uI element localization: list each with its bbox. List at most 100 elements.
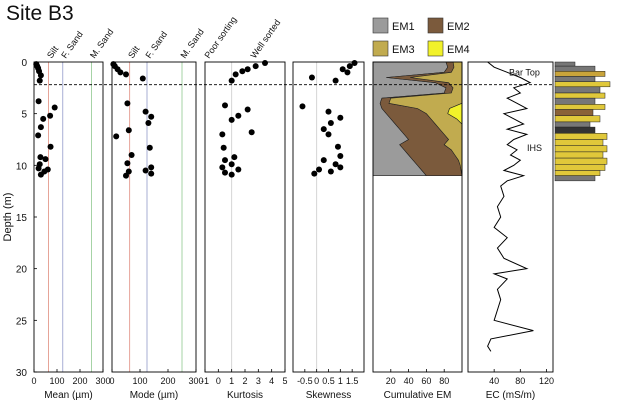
data-point bbox=[228, 77, 235, 84]
x-tick-label: 0 bbox=[31, 376, 36, 386]
legend-swatch bbox=[372, 40, 389, 57]
data-point bbox=[219, 164, 226, 171]
data-point bbox=[334, 143, 341, 150]
data-point bbox=[142, 108, 149, 115]
data-point bbox=[123, 172, 129, 179]
data-point bbox=[47, 112, 54, 119]
sorting-header-label: Poor sorting bbox=[202, 15, 238, 60]
data-point bbox=[113, 133, 120, 140]
data-point bbox=[231, 154, 238, 161]
panel-frame bbox=[111, 61, 197, 373]
x-tick-label: -0.5 bbox=[297, 376, 313, 386]
depth-tick-label: 15 bbox=[16, 213, 28, 224]
data-point bbox=[51, 104, 58, 111]
data-point bbox=[37, 154, 44, 161]
lithology-layer bbox=[554, 126, 596, 134]
panel-frame bbox=[372, 61, 463, 373]
data-point bbox=[35, 132, 42, 139]
lithology-layer bbox=[554, 65, 596, 72]
data-point bbox=[228, 171, 235, 178]
data-point bbox=[123, 71, 129, 78]
data-point bbox=[327, 119, 334, 126]
data-point bbox=[344, 69, 351, 76]
x-tick-label: 2 bbox=[242, 376, 247, 386]
data-point bbox=[222, 102, 228, 109]
reference-line-label: Silt bbox=[45, 44, 61, 60]
legend-swatch bbox=[372, 17, 389, 34]
x-tick-label: 1 bbox=[338, 376, 343, 386]
x-tick-label: 5 bbox=[282, 376, 287, 386]
data-point bbox=[262, 60, 268, 67]
lithology-layer bbox=[554, 133, 608, 140]
data-point bbox=[128, 152, 135, 158]
bar-top-annotation: Bar Top bbox=[509, 67, 540, 77]
data-point bbox=[244, 66, 251, 73]
x-tick-label: 0 bbox=[109, 376, 114, 386]
lithology-layer bbox=[554, 61, 576, 67]
reference-line-label: F. Sand bbox=[59, 29, 85, 60]
reference-line-label: M. Sand bbox=[88, 27, 115, 60]
data-point bbox=[35, 98, 42, 105]
x-tick-label: 20 bbox=[386, 376, 396, 386]
lithology-layer bbox=[554, 76, 596, 82]
lithology-layer bbox=[554, 81, 611, 88]
x-tick-label: 200 bbox=[72, 376, 87, 386]
data-point bbox=[320, 126, 327, 133]
legend-swatch bbox=[427, 40, 444, 57]
data-point bbox=[37, 124, 44, 131]
legend-label: EM4 bbox=[447, 44, 470, 56]
x-tick-label: 120 bbox=[539, 376, 554, 386]
data-point bbox=[42, 156, 49, 163]
data-point bbox=[124, 160, 131, 167]
data-point bbox=[235, 166, 242, 173]
data-point bbox=[325, 131, 332, 138]
x-tick-label: 300 bbox=[95, 376, 110, 386]
x-tick-label: -1 bbox=[201, 376, 209, 386]
lithology-layer bbox=[554, 164, 606, 171]
data-point bbox=[37, 72, 44, 79]
data-point bbox=[228, 116, 235, 123]
data-point bbox=[244, 106, 251, 113]
data-point bbox=[308, 74, 315, 81]
x-tick-label: 0 bbox=[314, 376, 319, 386]
data-point bbox=[139, 75, 146, 82]
figure-title: Site B3 bbox=[6, 2, 74, 25]
data-point bbox=[299, 103, 306, 110]
data-point bbox=[220, 144, 227, 151]
data-point bbox=[36, 77, 43, 84]
lithology-layer bbox=[554, 109, 594, 116]
data-point bbox=[337, 114, 344, 121]
depth-tick-label: 30 bbox=[16, 368, 28, 379]
data-point bbox=[228, 161, 235, 168]
data-point bbox=[148, 170, 155, 177]
x-tick-label: 40 bbox=[489, 376, 499, 386]
data-layer bbox=[33, 60, 534, 372]
depth-axis-label: Depth (m) bbox=[2, 193, 14, 242]
data-point bbox=[148, 164, 155, 171]
legend-label: EM1 bbox=[392, 21, 415, 33]
ec-line bbox=[487, 61, 534, 352]
data-point bbox=[222, 157, 228, 164]
lithology-layer bbox=[554, 121, 591, 128]
data-point bbox=[40, 115, 47, 122]
x-tick-label: 200 bbox=[160, 376, 175, 386]
data-point bbox=[148, 113, 155, 120]
data-point bbox=[351, 60, 358, 67]
data-point bbox=[332, 161, 339, 168]
data-point bbox=[142, 167, 149, 174]
data-point bbox=[320, 157, 327, 164]
x-tick-label: 80 bbox=[439, 376, 449, 386]
sorting-header-label: Well sorted bbox=[248, 18, 282, 60]
x-tick-label: 1.5 bbox=[346, 376, 359, 386]
data-point bbox=[232, 71, 239, 78]
panel-frames bbox=[33, 61, 554, 373]
panel-frame bbox=[33, 61, 104, 373]
x-tick-label: 3 bbox=[256, 376, 261, 386]
x-tick-label: 100 bbox=[49, 376, 64, 386]
data-point bbox=[222, 169, 228, 176]
x-axis-label: Cumulative EM bbox=[384, 390, 452, 401]
data-point bbox=[346, 63, 353, 70]
data-point bbox=[125, 127, 132, 134]
lithology-layer bbox=[554, 86, 601, 94]
data-point bbox=[327, 168, 334, 175]
